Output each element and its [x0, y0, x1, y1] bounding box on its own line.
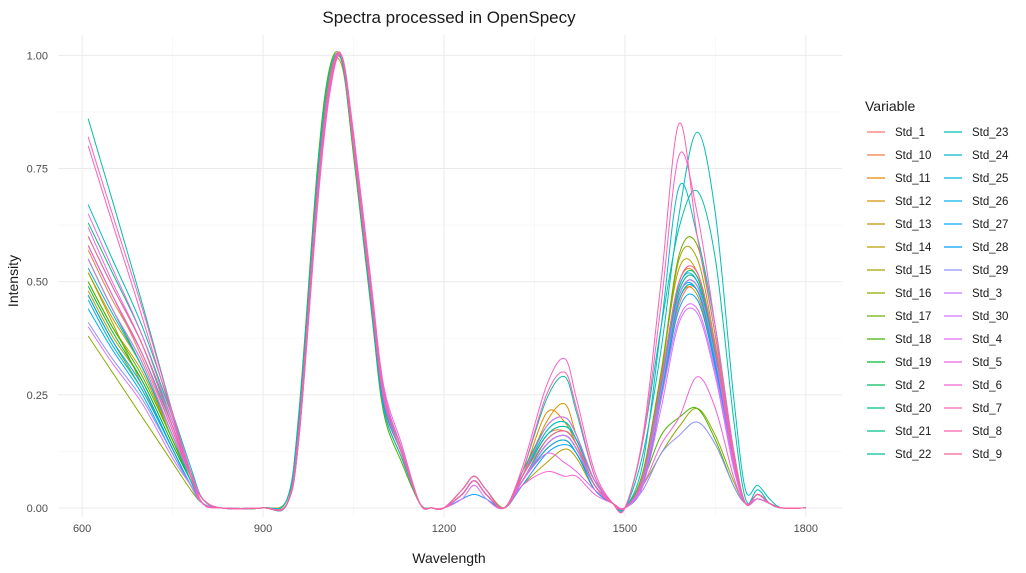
legend-label-std-10: Std_10	[895, 150, 931, 162]
legend-label-std-16: Std_16	[895, 288, 931, 300]
x-tick-label: 1500	[613, 523, 637, 535]
legend-label-std-3: Std_3	[972, 288, 1002, 300]
legend-label-std-22: Std_22	[895, 449, 931, 461]
legend-label-std-4: Std_4	[972, 334, 1003, 346]
y-tick-label: 1.00	[27, 50, 48, 62]
y-tick-label: 0.00	[27, 503, 48, 515]
legend-label-std-12: Std_12	[895, 196, 931, 208]
legend-label-std-18: Std_18	[895, 334, 931, 346]
x-tick-label: 900	[254, 523, 272, 535]
legend-label-std-2: Std_2	[895, 380, 925, 392]
chart-title: Spectra processed in OpenSpecy	[322, 8, 576, 27]
legend-label-std-6: Std_6	[972, 380, 1002, 392]
legend-label-std-13: Std_13	[895, 219, 931, 231]
x-axis-title: Wavelength	[412, 550, 485, 566]
legend-label-std-25: Std_25	[972, 173, 1008, 185]
series-line-std-4	[87, 53, 806, 511]
y-axis: 0.00 0.25 0.50 0.75 1.00	[27, 50, 48, 515]
legend-label-std-28: Std_28	[972, 242, 1008, 254]
legend: Variable Std_1Std_10Std_11Std_12Std_13St…	[865, 98, 1009, 461]
series-line-std-18	[87, 51, 806, 510]
legend-label-std-26: Std_26	[972, 196, 1008, 208]
legend-label-std-11: Std_11	[895, 173, 931, 185]
legend-label-std-8: Std_8	[972, 426, 1002, 438]
series-line-std-14	[87, 54, 806, 511]
y-axis-title: Intensity	[5, 255, 21, 307]
legend-label-std-9: Std_9	[972, 449, 1002, 461]
series-line-std-16	[87, 52, 806, 510]
legend-title: Variable	[865, 98, 916, 114]
legend-label-std-15: Std_15	[895, 265, 931, 277]
legend-label-std-27: Std_27	[972, 219, 1008, 231]
plot-area	[87, 51, 806, 514]
legend-label-std-20: Std_20	[895, 403, 931, 415]
legend-label-std-29: Std_29	[972, 265, 1008, 277]
series-line-std-9	[87, 51, 806, 512]
legend-label-std-21: Std_21	[895, 426, 931, 438]
legend-label-std-24: Std_24	[972, 150, 1009, 162]
x-tick-label: 1200	[432, 523, 456, 535]
legend-label-std-17: Std_17	[895, 311, 931, 323]
x-axis: 600 900 1200 1500 1800	[73, 523, 818, 535]
legend-label-std-23: Std_23	[972, 127, 1008, 139]
y-tick-label: 0.25	[27, 390, 48, 402]
legend-label-std-5: Std_5	[972, 357, 1002, 369]
grid	[58, 35, 842, 517]
legend-label-std-30: Std_30	[972, 311, 1008, 323]
x-tick-label: 1800	[794, 523, 818, 535]
legend-label-std-7: Std_7	[972, 403, 1002, 415]
x-tick-label: 600	[73, 523, 91, 535]
legend-label-std-14: Std_14	[895, 242, 932, 254]
y-tick-label: 0.50	[27, 277, 48, 289]
y-tick-label: 0.75	[27, 164, 48, 176]
legend-label-std-19: Std_19	[895, 357, 931, 369]
legend-items: Std_1 Std_10 Std_11 Std_12 Std_13 Std_14 Std_1…	[867, 127, 1009, 461]
legend-label-std-1: Std_1	[895, 127, 925, 139]
